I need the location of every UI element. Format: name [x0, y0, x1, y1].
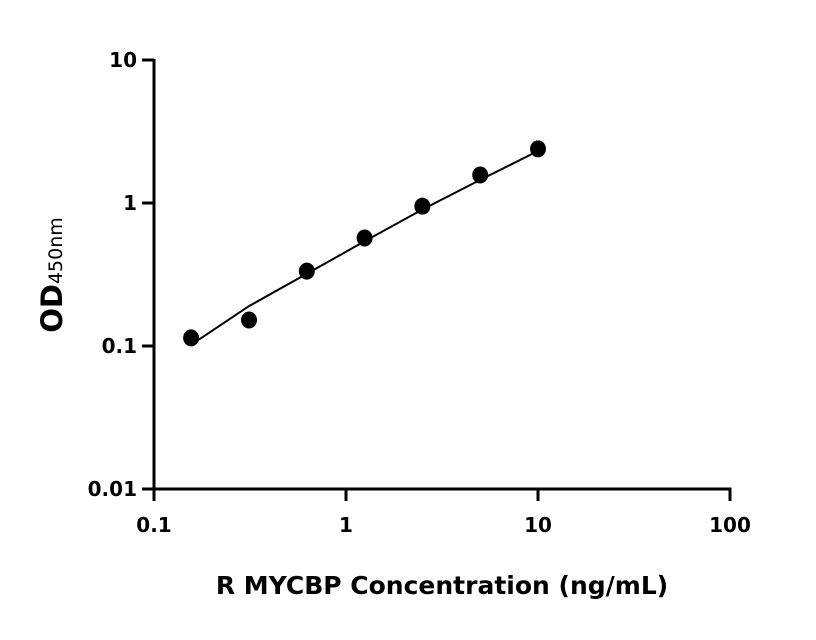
- data-point: [183, 329, 200, 347]
- x-tick-label: 10: [524, 513, 552, 537]
- x-tick-label: 1: [339, 513, 353, 537]
- y-tick-label: 10: [109, 48, 137, 72]
- data-point: [472, 166, 489, 184]
- x-axis-label: R MYCBP Concentration (ng/mL): [216, 571, 668, 600]
- data-point: [356, 229, 373, 247]
- y-axis-label-main: OD: [35, 284, 69, 333]
- x-tick-label: 0.1: [136, 513, 171, 537]
- y-tick-label: 1: [123, 191, 137, 215]
- data-point: [241, 311, 258, 329]
- y-axis-label-sub: 450nm: [45, 217, 67, 284]
- y-axis-label: OD450nm: [35, 217, 69, 333]
- data-point: [298, 262, 315, 280]
- y-tick-label: 0.01: [88, 477, 137, 501]
- data-points: [183, 140, 546, 347]
- data-point: [530, 140, 546, 158]
- axes: 0.1 1 10 100 0.01 0.1 1 10: [88, 48, 751, 537]
- y-tick-label: 0.1: [102, 334, 137, 358]
- data-point: [414, 197, 431, 215]
- x-tick-label: 100: [709, 513, 751, 537]
